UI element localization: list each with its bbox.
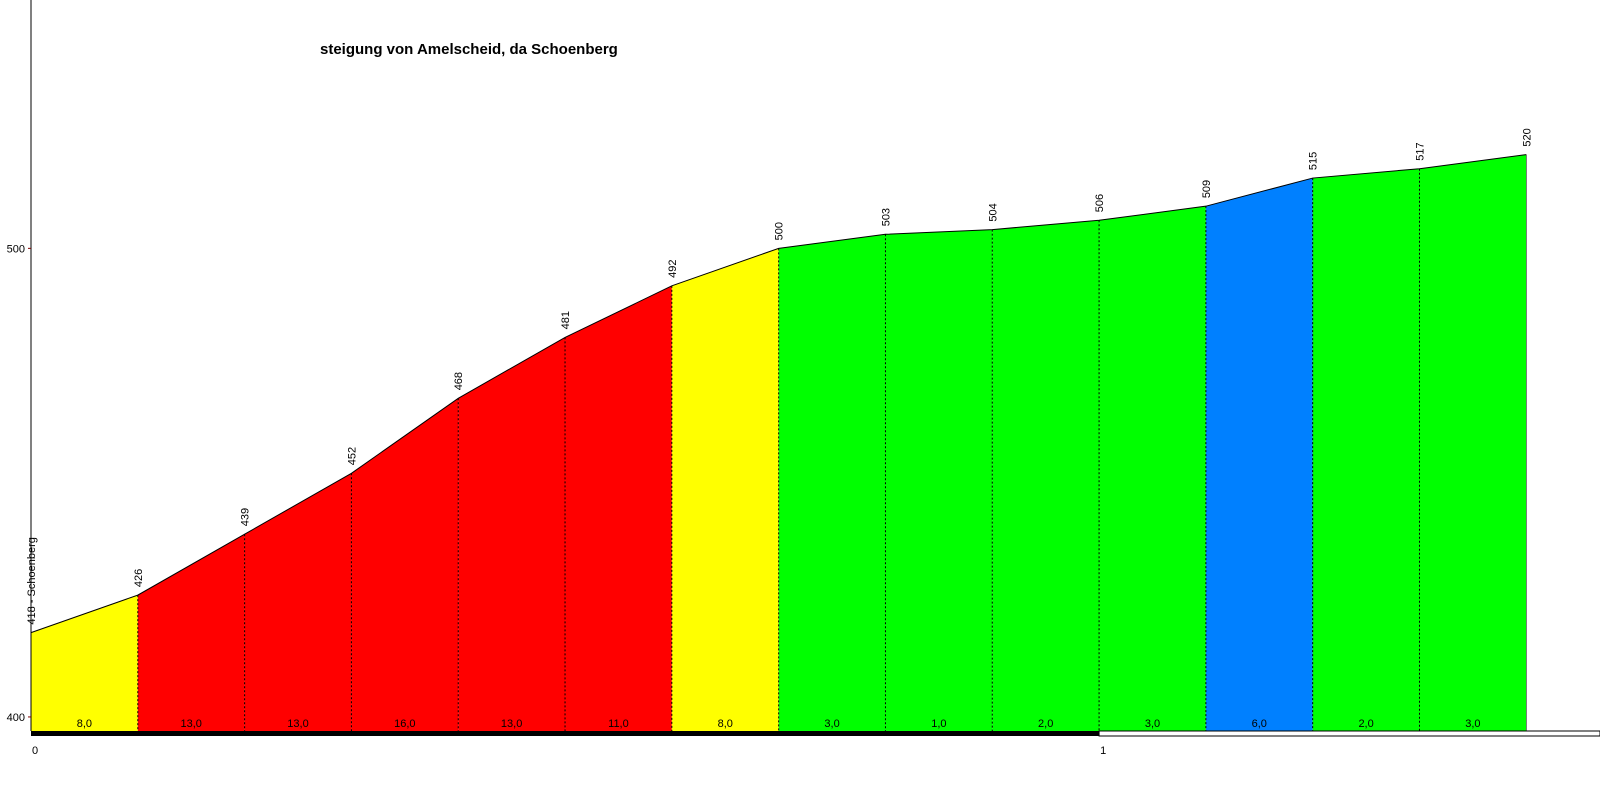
elevation-label: 515: [1308, 152, 1320, 170]
elevation-label: 517: [1414, 142, 1426, 160]
elevation-label: 503: [880, 208, 892, 226]
y-tick-label: 400: [7, 712, 25, 724]
elevation-label: 506: [1094, 194, 1106, 212]
segment: [137, 534, 245, 731]
chart-title: steigung von Amelscheid, da Schoenberg: [320, 41, 618, 58]
gradient-label: 2,0: [1358, 718, 1373, 730]
segment: [351, 398, 459, 731]
elevation-label: 520: [1521, 128, 1533, 146]
elevation-label: 481: [560, 311, 572, 329]
segment: [244, 473, 352, 731]
elevation-label: 468: [453, 372, 465, 390]
gradient-label: 1,0: [931, 718, 946, 730]
segment: [1312, 168, 1420, 731]
segment: [1419, 154, 1527, 731]
gradient-label: 11,0: [608, 718, 629, 730]
elevation-label: 492: [667, 259, 679, 277]
gradient-label: 8,0: [77, 718, 92, 730]
x-tick-label: 0: [32, 745, 38, 757]
gradient-label: 3,0: [824, 718, 839, 730]
gradient-label: 2,0: [1038, 718, 1053, 730]
elevation-label: 509: [1201, 180, 1213, 198]
gradient-label: 3,0: [1145, 718, 1160, 730]
segment: [778, 234, 886, 732]
y-tick-label: 500: [7, 243, 25, 255]
segment: [671, 248, 779, 731]
scale-bar-white: [1098, 730, 1600, 737]
segment: [458, 337, 566, 731]
gradient-label: 8,0: [718, 718, 733, 730]
gradient-label: 3,0: [1465, 718, 1480, 730]
segment: [565, 285, 672, 731]
segment: [1205, 178, 1313, 732]
segment: [31, 595, 138, 731]
gradient-label: 13,0: [287, 718, 308, 730]
elevation-label: 426: [133, 569, 145, 587]
elevation-label: 500: [774, 222, 786, 240]
elevation-label: 452: [346, 447, 358, 465]
segment: [1099, 206, 1206, 731]
scale-bar-black: [31, 731, 1100, 736]
profile-line: [30, 154, 1527, 634]
segment: [992, 220, 1100, 731]
elevation-label: 439: [240, 508, 252, 526]
segment: [885, 229, 993, 731]
gradient-label: 13,0: [501, 718, 522, 730]
elevation-label: 504: [987, 203, 999, 221]
x-tick-label: 1: [1100, 745, 1106, 757]
gradient-label: 16,0: [394, 718, 415, 730]
gradient-label: 6,0: [1252, 718, 1267, 730]
gradient-label: 13,0: [181, 718, 202, 730]
elevation-label: 418 - Schoenberg: [26, 537, 38, 624]
